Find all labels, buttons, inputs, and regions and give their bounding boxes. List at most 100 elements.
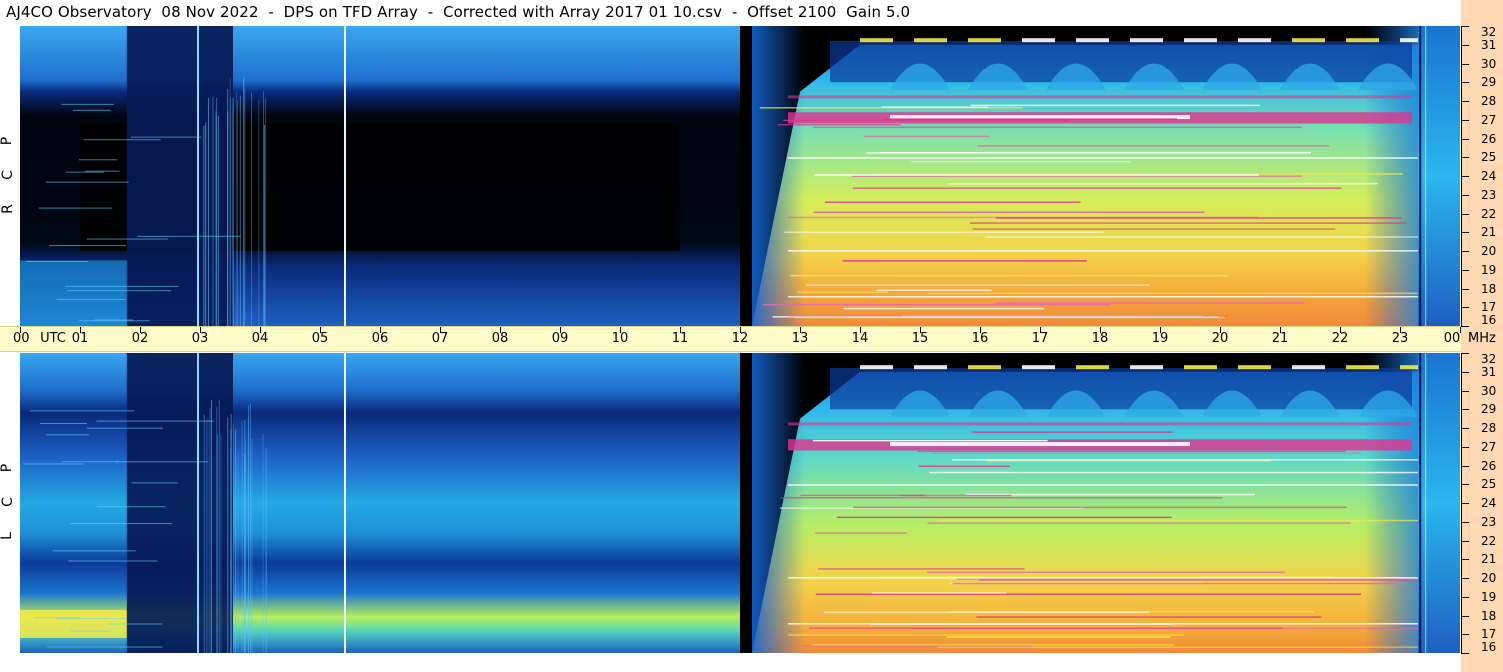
frequency-tick-label: 19 [1481, 589, 1497, 604]
frequency-tick-mark [1461, 465, 1469, 467]
frequency-tick-mark [1461, 157, 1469, 159]
burst-streak [230, 414, 232, 653]
interference-line [871, 592, 1007, 594]
arch-feature [1124, 63, 1184, 90]
utc-tick-label: 09 [551, 331, 569, 346]
burst-streak [235, 429, 237, 653]
utc-tick-label: 10 [611, 331, 629, 346]
vertical-line [1419, 353, 1422, 653]
utc-tick-mark [140, 327, 141, 333]
utc-tick-mark [860, 327, 861, 333]
arch-feature [890, 63, 950, 90]
interference-line [107, 623, 163, 625]
interference-line [45, 181, 129, 183]
interference-line [61, 103, 114, 105]
interference-line [772, 316, 1219, 318]
utc-tick-mark [500, 327, 501, 333]
burst-streak [229, 77, 231, 326]
interference-line [881, 106, 989, 108]
interference-line [972, 228, 1336, 230]
interference-line [72, 109, 111, 111]
utc-tick-label: 21 [1271, 331, 1289, 346]
utc-tick-label: 01 [71, 331, 89, 346]
interference-line [52, 550, 136, 552]
interference-line [797, 291, 888, 294]
interference-dash [1346, 38, 1379, 43]
utc-tick-label: 07 [431, 331, 449, 346]
interference-line [836, 516, 1172, 519]
interference-dash [1292, 365, 1325, 370]
burst-streak [203, 414, 205, 653]
interference-line [808, 627, 1283, 630]
interference-line [26, 260, 88, 262]
interference-line [29, 410, 135, 412]
frequency-tick-label: 27 [1481, 439, 1497, 454]
burst-streak [216, 406, 218, 653]
frequency-tick-mark [1461, 63, 1469, 65]
utc-tick-mark [320, 327, 321, 333]
frequency-tick-mark [1461, 390, 1469, 392]
burst-streak [243, 77, 245, 326]
interference-line [46, 434, 90, 436]
interference-line [800, 494, 925, 497]
utc-tick-mark [1040, 327, 1041, 333]
interference-line [956, 578, 1418, 580]
interference-line [780, 496, 1223, 499]
interference-line [78, 320, 150, 322]
interference-dash [1184, 365, 1217, 370]
arch-feature [968, 390, 1028, 417]
arch-feature [968, 63, 1028, 90]
utc-tick-label: 00 [13, 331, 30, 346]
burst-streak [236, 91, 238, 326]
night-glow [20, 260, 128, 326]
interference-line [928, 292, 1418, 295]
burst-streak [248, 405, 250, 653]
frequency-tick-mark [1461, 213, 1469, 215]
interference-line [843, 307, 1044, 310]
burst-streak [215, 114, 217, 326]
frequency-tick-label: 21 [1481, 225, 1497, 240]
burst-streak [244, 419, 246, 653]
burst-streak [232, 97, 234, 326]
frequency-tick-mark [1461, 269, 1469, 271]
interference-dash [1292, 38, 1325, 43]
utc-tick-mark [380, 327, 381, 333]
interference-line [818, 213, 1102, 215]
interference-line [97, 506, 166, 508]
interference-line [879, 576, 1334, 578]
interference-line [927, 522, 1351, 524]
interference-dash [914, 365, 947, 370]
burst-streak [218, 399, 220, 653]
interference-line [813, 211, 1205, 214]
interference-line [929, 471, 1418, 474]
burst-streak [258, 99, 260, 326]
frequency-tick-mark [1461, 176, 1469, 177]
interference-line [946, 636, 1171, 638]
interference-dash [1346, 365, 1379, 370]
interference-line [49, 245, 127, 247]
polarization-letter: R [0, 204, 16, 214]
interference-line [801, 645, 1034, 647]
interference-dash [1400, 38, 1433, 43]
frequency-tick-label: 18 [1481, 608, 1497, 623]
frequency-tick-label: 32 [1481, 25, 1497, 39]
rcp-spectrogram-panel [20, 26, 1460, 326]
arch-feature [890, 390, 950, 417]
burst-streak [251, 438, 253, 653]
interference-line [824, 201, 1081, 203]
frequency-tick-label: 16 [1481, 313, 1497, 327]
interference-line [94, 319, 134, 321]
interference-line [86, 427, 163, 429]
frequency-tick-label: 27 [1481, 112, 1497, 127]
interference-line [986, 460, 1271, 462]
interference-dash [1130, 365, 1163, 370]
interference-line [57, 618, 126, 620]
frequency-tick-label: 23 [1481, 514, 1497, 529]
interference-dash [1076, 365, 1109, 370]
frequency-tick-label: 25 [1481, 150, 1497, 165]
frequency-tick-label: 29 [1481, 75, 1497, 90]
frequency-tick-label: 32 [1481, 352, 1497, 366]
frequency-tick-label: 26 [1481, 458, 1497, 473]
frequency-tick-label: 16 [1481, 640, 1497, 654]
burst-streak [211, 400, 213, 653]
